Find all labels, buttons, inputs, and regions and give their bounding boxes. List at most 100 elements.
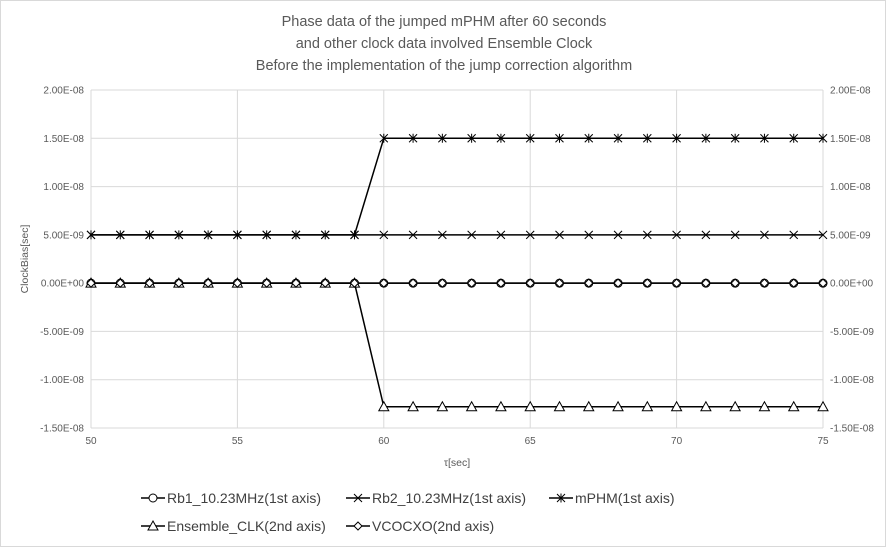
y-tick-label: -5.00E-09: [40, 327, 84, 338]
series-star-marker: [642, 133, 652, 143]
series-diamond-marker: [437, 278, 448, 288]
series-star-group: [86, 133, 828, 240]
series-diamond-marker: [144, 278, 155, 288]
legend-x-entry: Rb2_10.23MHz(1st axis): [346, 490, 526, 506]
legend: Rb1_10.23MHz(1st axis) Rb2_10.23MHz(1st a…: [141, 490, 675, 534]
series-star-marker: [613, 133, 623, 143]
series-x-marker: [613, 230, 623, 240]
chart-title-line-1: Phase data of the jumped mPHM after 60 s…: [282, 14, 607, 30]
series-diamond-marker: [349, 278, 360, 288]
legend-triangle-label: Ensemble_CLK(2nd axis): [167, 518, 326, 534]
series-star-marker: [86, 230, 96, 240]
chart-title: Phase data of the jumped mPHM after 60 s…: [256, 14, 632, 74]
series-star-marker: [408, 133, 418, 143]
series-x-marker: [701, 230, 711, 240]
series-diamond-marker: [174, 278, 184, 288]
series-diamond-marker: [408, 278, 418, 288]
series-star-line: [91, 137, 823, 236]
x-tick-label: 70: [671, 436, 683, 447]
legend-diamond-marker: [353, 521, 363, 531]
series-triangle-marker: [436, 400, 449, 412]
series-diamond-marker: [759, 278, 770, 288]
legend-star-label: mPHM(1st axis): [575, 490, 675, 506]
series-group: [85, 133, 829, 412]
series-triangle-marker: [465, 400, 478, 412]
series-diamond-marker: [525, 278, 535, 288]
legend-x-label: Rb2_10.23MHz(1st axis): [372, 490, 526, 506]
series-star-marker: [496, 133, 506, 143]
series-triangle-marker: [817, 400, 829, 412]
series-diamond-marker: [115, 278, 125, 288]
y2-tick-label: -1.00E-08: [830, 375, 874, 386]
series-star-marker: [291, 230, 301, 240]
series-triangle-marker: [377, 400, 390, 412]
chart-title-line-2: and other clock data involved Ensemble C…: [296, 36, 593, 52]
series-x-marker: [467, 230, 476, 240]
legend-x-marker: [353, 493, 363, 503]
series-triangle-marker: [758, 400, 771, 412]
x-axis-title: τ[sec]: [444, 457, 470, 469]
series-diamond-marker: [466, 278, 477, 288]
series-star-marker: [233, 230, 242, 240]
y-axis-ticks: 2.00E-08 1.50E-08 1.00E-08 5.00E-09 0.00E+00…: [40, 86, 84, 435]
series-star-marker: [818, 133, 828, 143]
series-star-marker: [555, 133, 564, 143]
chart-title-line-3: Before the implementation of the jump co…: [256, 58, 632, 74]
legend-diamond-label: VCOCXO(2nd axis): [372, 518, 494, 534]
series-diamond-marker: [701, 278, 711, 288]
series-diamond-marker: [320, 278, 330, 288]
series-triangle-marker: [407, 400, 419, 412]
series-triangle-marker: [524, 400, 537, 412]
series-diamond-marker: [379, 278, 389, 288]
grid-lines: [90, 89, 824, 429]
series-star-marker: [438, 133, 447, 143]
series-star-marker: [174, 230, 184, 240]
series-star-marker: [262, 230, 272, 240]
series-diamond-marker: [642, 278, 653, 288]
x-tick-label: 75: [817, 436, 829, 447]
series-star-marker: [730, 133, 740, 143]
series-star-marker: [701, 133, 711, 143]
series-x-marker: [496, 230, 506, 240]
series-diamond-group: [86, 278, 828, 288]
series-x-marker: [818, 230, 828, 240]
series-x-marker: [408, 230, 418, 240]
series-x-marker: [379, 230, 389, 240]
series-diamond-marker: [496, 278, 506, 288]
series-diamond-marker: [584, 278, 594, 288]
y-tick-label: -1.50E-08: [40, 424, 84, 435]
series-star-marker: [350, 230, 359, 240]
x-tick-label: 65: [525, 436, 537, 447]
series-triangle-marker: [495, 400, 507, 412]
series-x-marker: [672, 230, 681, 240]
legend-diamond-entry: VCOCXO(2nd axis): [346, 518, 494, 534]
series-diamond-marker: [291, 278, 301, 288]
series-star-marker: [203, 230, 213, 240]
y-tick-label: -1.00E-08: [40, 375, 84, 386]
series-x-marker: [584, 230, 594, 240]
series-triangle-marker: [641, 400, 654, 412]
x-tick-label: 60: [378, 436, 390, 447]
series-star-marker: [760, 133, 769, 143]
series-diamond-marker: [232, 278, 243, 288]
y-tick-label: 1.00E-08: [43, 182, 84, 193]
series-triangle-group: [85, 277, 829, 412]
series-diamond-marker: [789, 278, 799, 288]
y-tick-label: 0.00E+00: [41, 279, 85, 290]
series-triangle-marker: [670, 400, 683, 412]
series-triangle-marker: [700, 400, 712, 412]
series-diamond-marker: [730, 278, 740, 288]
legend-circle-label: Rb1_10.23MHz(1st axis): [167, 490, 321, 506]
y2-tick-label: 1.00E-08: [830, 182, 871, 193]
y2-tick-label: 1.50E-08: [830, 134, 871, 145]
y2-tick-label: -1.50E-08: [830, 424, 874, 435]
series-x-marker: [760, 230, 769, 240]
series-diamond-marker: [613, 278, 623, 288]
series-x-marker: [525, 230, 535, 240]
y2-axis-ticks: 2.00E-08 1.50E-08 1.00E-08 5.00E-09 0.00E+00…: [830, 86, 874, 435]
legend-circle-marker: [148, 493, 158, 503]
y2-tick-label: 0.00E+00: [830, 279, 874, 290]
series-star-marker: [467, 133, 476, 143]
